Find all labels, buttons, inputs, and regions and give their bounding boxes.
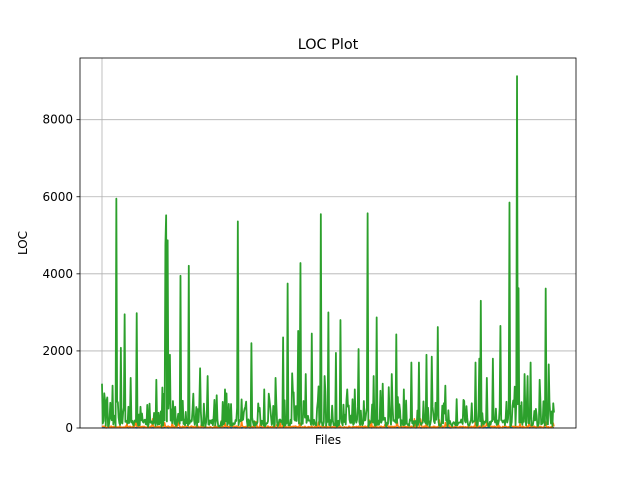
chart-title: LOC Plot [298,37,359,53]
y-tick-label: 0 [65,421,73,435]
y-tick-label: 8000 [42,113,73,127]
y-axis-label: LOC [16,231,30,255]
y-tick-label: 4000 [42,267,73,281]
y-tick-label: 2000 [42,344,73,358]
x-axis-label: Files [315,433,341,447]
y-tick-label: 6000 [42,190,73,204]
